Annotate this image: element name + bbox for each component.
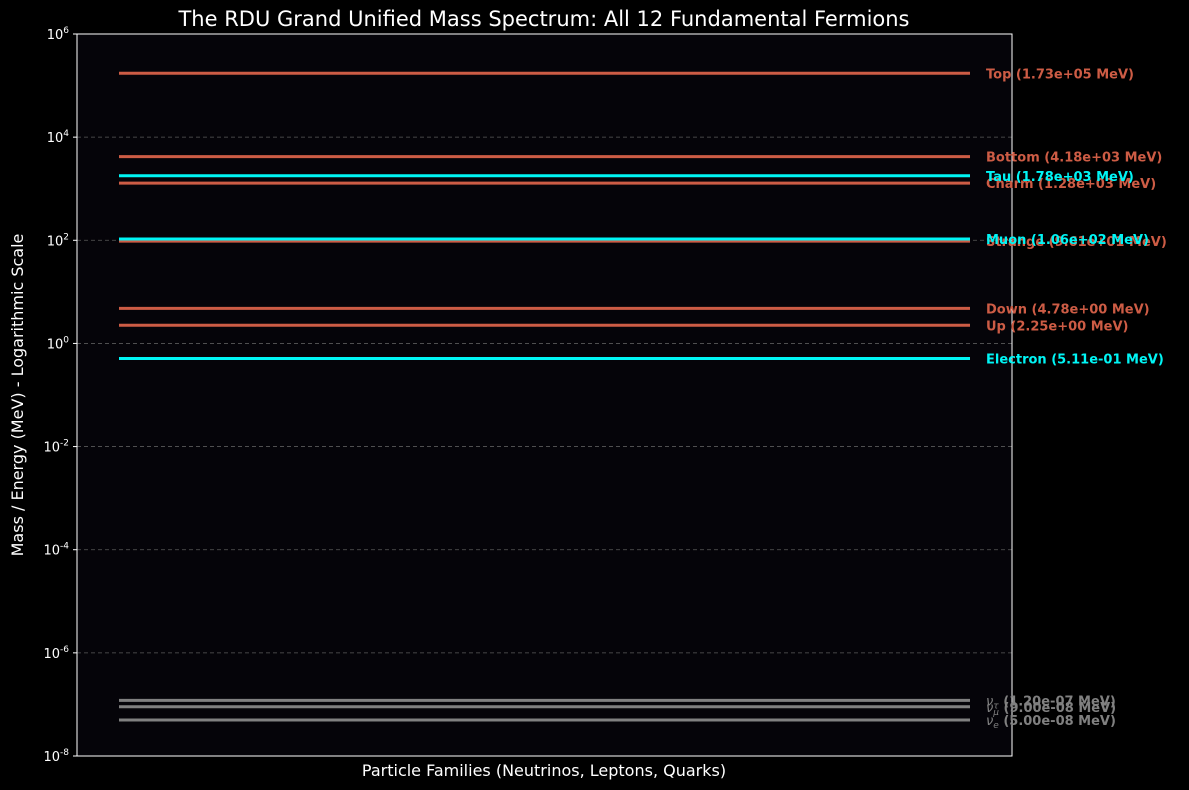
- plot-frame: [76, 33, 1013, 757]
- series-label-lepton: Muon (1.06e+02 MeV): [986, 233, 1149, 248]
- series-label-quark: Strange (9.61e+01 MeV): [986, 235, 1167, 250]
- y-tick-label: 10-4: [43, 542, 69, 559]
- series-label-quark: Charm (1.28e+03 MeV): [986, 177, 1156, 192]
- series-label-quark: Up (2.25e+00 MeV): [986, 319, 1129, 334]
- y-tick-label: 102: [47, 232, 69, 249]
- y-ticks: 10-8 10-6 10-4 10-2 100 102 104 106: [43, 26, 77, 765]
- plot-area: [77, 34, 1012, 756]
- y-tick-label: 10-6: [43, 645, 69, 662]
- y-tick-label: 10-2: [43, 439, 69, 456]
- series-label-quark: Down (4.78e+00 MeV): [986, 302, 1150, 317]
- series-lines: [119, 71, 970, 722]
- y-tick-label: 10-8: [43, 748, 69, 765]
- y-axis-label: Mass / Energy (MeV) - Logarithmic Scale: [8, 234, 27, 557]
- series-labels: Top (1.73e+05 MeV) Bottom (4.18e+03 MeV) C…: [986, 67, 1167, 731]
- series-label-quark: Bottom (4.18e+03 MeV): [986, 151, 1162, 166]
- series-label-neutrino: νμ (9.00e-08 MeV): [986, 701, 1116, 718]
- x-axis-label: Particle Families (Neutrinos, Leptons, Q…: [362, 761, 726, 780]
- series-label-lepton: Tau (1.78e+03 MeV): [986, 170, 1134, 185]
- series-label-quark: Top (1.73e+05 MeV): [986, 67, 1134, 82]
- series-label-neutrino: νe (5.00e-08 MeV): [986, 714, 1116, 731]
- series-label-neutrino: ντ (1.20e-07 MeV): [986, 694, 1116, 711]
- y-tick-label: 100: [47, 335, 70, 352]
- chart-title: The RDU Grand Unified Mass Spectrum: All…: [177, 7, 909, 31]
- y-tick-label: 106: [47, 26, 70, 43]
- y-tick-label: 104: [47, 129, 70, 146]
- series-label-lepton: Electron (5.11e-01 MeV): [986, 352, 1164, 367]
